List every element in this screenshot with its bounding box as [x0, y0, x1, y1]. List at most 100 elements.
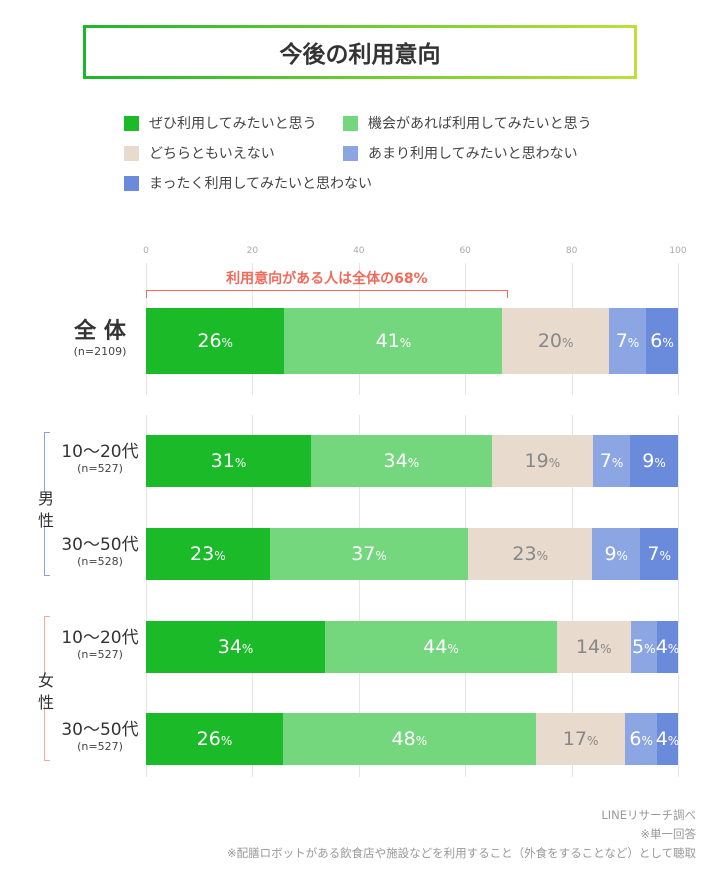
bar-segment: 26% [146, 308, 285, 374]
source-note: LINEリサーチ調べ [601, 808, 696, 822]
bar-value-label: 20% [537, 330, 574, 352]
row-n: (n=527) [77, 740, 123, 753]
bar-value-label: 7% [615, 330, 640, 352]
gridline [678, 263, 679, 395]
row-name: 10〜20代 [61, 628, 139, 648]
bar-segment: 9% [592, 528, 641, 580]
legend-label: どちらともいえない [149, 146, 275, 162]
row-n: (n=527) [77, 648, 123, 661]
bar-value-label: 44% [423, 636, 459, 658]
row-name: 10〜20代 [61, 442, 139, 462]
question-note: ※配膳ロボットがある飲食店や施設などを利用すること（外食をすることなど）として聴… [227, 846, 696, 860]
bar-segment: 34% [146, 621, 326, 673]
legend-item: まったく利用してみたいと思わない [124, 173, 372, 193]
x-tick-label: 60 [459, 246, 471, 256]
bar-segment: 4% [655, 621, 680, 673]
annotation-label: 利用意向がある人は全体の68% [226, 271, 428, 287]
bar-value-label: 41% [375, 330, 412, 352]
row-name: 30〜50代 [61, 720, 139, 740]
bar-value-label: 26% [196, 728, 233, 750]
row-label: 30〜50代 (n=527) [58, 715, 142, 753]
x-tick-label: 0 [143, 246, 149, 256]
legend-item: どちらともいえない [124, 143, 275, 163]
bar-segment: 5% [630, 621, 657, 673]
x-tick-label: 100 [669, 246, 687, 256]
bar-value-label: 14% [575, 636, 612, 658]
bar-segment: 4% [655, 713, 680, 765]
legend-swatch [124, 145, 139, 161]
gridline [465, 415, 467, 777]
row-n: (n=528) [77, 555, 123, 568]
male-bracket-top [44, 432, 50, 492]
bar-segment: 7% [640, 528, 678, 580]
bar-segment: 41% [284, 308, 503, 374]
bar-value-label: 23% [512, 543, 549, 565]
gridline [146, 415, 147, 777]
gridline [678, 415, 679, 777]
x-tick-label: 20 [246, 246, 259, 256]
bar-value-label: 5% [632, 636, 656, 658]
gridline [358, 415, 360, 777]
female-bracket-top [44, 616, 50, 676]
bar-segment: 14% [556, 621, 631, 673]
bar-segment: 20% [502, 308, 609, 374]
bar-value-label: 34% [383, 450, 420, 472]
bar-value-label: 7% [647, 543, 671, 565]
group-label-male: 男 性 [38, 489, 55, 530]
answer-note: ※単一回答 [640, 827, 696, 841]
bar-value-label: 19% [524, 450, 561, 472]
bar-segment: 9% [630, 435, 678, 487]
legend-swatch [343, 145, 358, 161]
bar-segment: 48% [282, 713, 536, 765]
bar-segment: 31% [146, 435, 311, 487]
row-name: 30〜50代 [61, 535, 139, 555]
bar-segment: 6% [646, 308, 678, 374]
bar-segment: 7% [608, 308, 647, 374]
bar-value-label: 17% [562, 728, 599, 750]
bar-segment: 37% [269, 528, 469, 580]
legend-label: あまり利用してみたいと思わない [368, 146, 578, 162]
legend-swatch [343, 115, 358, 131]
legend-swatch [124, 175, 139, 191]
bar-segment: 6% [625, 713, 657, 765]
bar-segment: 23% [468, 528, 593, 580]
bar-value-label: 9% [604, 543, 628, 565]
bar-value-label: 34% [217, 636, 254, 658]
bar-segment: 44% [325, 621, 557, 673]
bar-segment: 26% [146, 713, 283, 765]
row-label: 10〜20代 (n=527) [58, 437, 142, 475]
gridline [571, 415, 573, 777]
x-tick-label: 80 [565, 246, 578, 256]
bar-value-label: 4% [655, 636, 680, 658]
row-label: 全 体 (n=2109) [60, 313, 140, 358]
bar-value-label: 31% [210, 450, 247, 472]
legend-item: あまり利用してみたいと思わない [343, 143, 578, 163]
female-bracket-bottom [44, 705, 50, 761]
bar-value-label: 9% [642, 450, 666, 472]
bar-segment: 19% [491, 435, 593, 487]
group-label-female: 女 性 [38, 671, 55, 712]
row-label: 10〜20代 (n=527) [58, 623, 142, 661]
annotation-bracket [146, 290, 508, 298]
row-n: (n=527) [77, 462, 123, 475]
chart-title: 今後の利用意向 [279, 42, 441, 68]
legend-swatch [124, 115, 139, 131]
legend-label: 機会があれば利用してみたいと思う [368, 116, 592, 132]
legend-label: ぜひ利用してみたいと思う [149, 116, 317, 132]
male-bracket-bottom [44, 520, 50, 576]
legend-label: まったく利用してみたいと思わない [149, 176, 373, 192]
bar-value-label: 48% [391, 728, 428, 750]
title-box: 今後の利用意向 [83, 25, 637, 79]
bar-segment: 34% [310, 435, 492, 487]
x-tick-label: 40 [353, 246, 365, 256]
bar-segment: 17% [535, 713, 626, 765]
legend-item: 機会があれば利用してみたいと思う [343, 113, 592, 133]
bar-value-label: 6% [629, 728, 653, 750]
bar-value-label: 23% [190, 543, 226, 565]
row-label: 30〜50代 (n=528) [58, 530, 142, 568]
row-n: (n=2109) [73, 345, 127, 358]
bar-segment: 23% [146, 528, 270, 580]
bar-value-label: 26% [197, 330, 233, 352]
legend-item: ぜひ利用してみたいと思う [124, 113, 317, 133]
bar-value-label: 4% [655, 728, 680, 750]
